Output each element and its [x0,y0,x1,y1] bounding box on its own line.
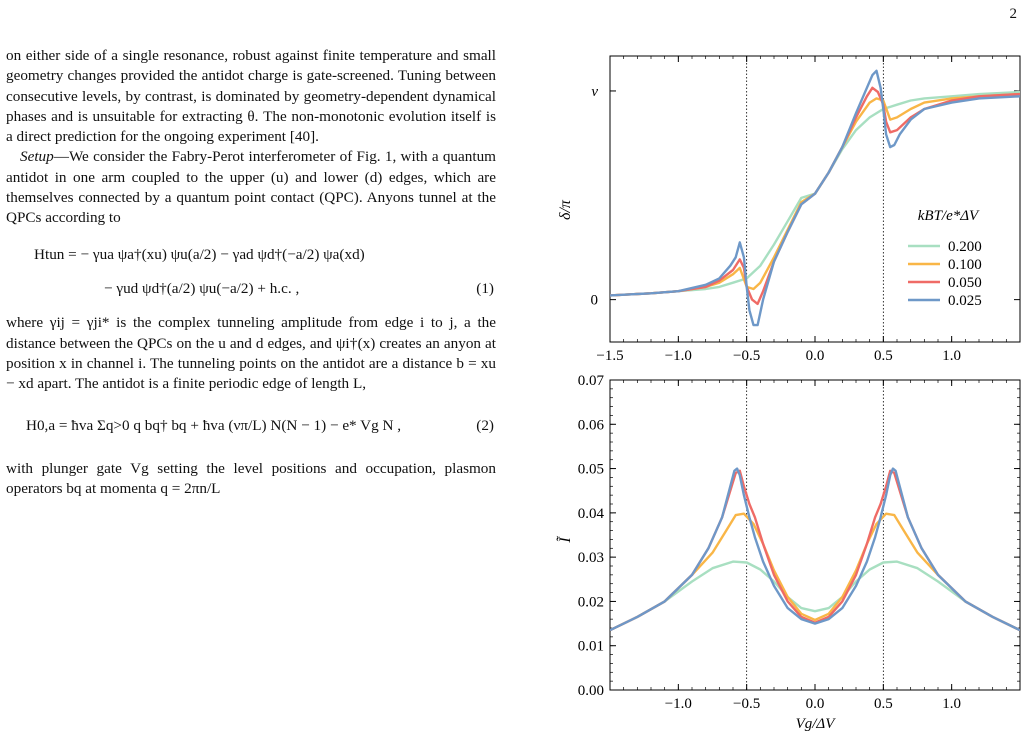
bottom-ytick-label-7: 0.07 [578,373,605,389]
legend-label-0.025: 0.025 [948,293,982,309]
bottom-panel: Ĩ Vg/ΔV −1.0 −0.5 0.0 0.5 1.0 0.00 0.01 0.02 0.0… [556,373,1021,732]
top-panel: δ/π kBT/e*ΔV −1.5 −1.0 −0.5 0.0 0.5 1.0 0 ν 0.20… [557,55,1021,364]
legend-label-0.100: 0.100 [948,257,982,273]
legend-label-0.050: 0.050 [948,275,982,291]
top-xtick-label-1: −1.0 [665,348,692,364]
bottom-xtick-label-1: −0.5 [733,696,760,712]
bottom-ytick-label-0: 0.00 [578,683,604,699]
figure-panels: δ/π kBT/e*ΔV −1.5 −1.0 −0.5 0.0 0.5 1.0 0 ν 0.20… [556,50,1026,748]
paragraph-plunger: with plunger gate Vg setting the level p… [6,459,496,498]
top-y-axis-label: δ/π [557,199,574,220]
legend-title: kBT/e*ΔV [918,208,980,224]
top-ytick-label-0: 0 [591,293,599,309]
top-xtick-label-0: −1.5 [596,348,623,364]
bottom-ytick-label-6: 0.06 [578,417,605,433]
bottom-x-axis-label: Vg/ΔV [796,716,837,732]
equation-2-number: (2) [476,417,494,435]
setup-label: Setup [20,148,54,166]
bottom-series-0.200 [610,560,1020,632]
bottom-ytick-label-4: 0.04 [578,506,605,522]
paragraph-setup: Setup—We consider the Fabry-Perot interf… [6,147,496,228]
paragraph-intro: on either side of a single resonance, ro… [6,47,496,146]
bottom-xtick-label-0: −1.0 [665,696,692,712]
equation-1: Htun = − γua ψa†(xu) ψu(a/2) − γad ψd†(−… [6,245,496,300]
bottom-series-0.100 [610,512,1020,632]
bottom-panel-frame [609,379,1021,691]
paragraph-tunneling: where γij = γji* is the complex tunnelin… [6,314,496,393]
bottom-y-axis-label: Ĩ [556,536,574,544]
bottom-ytick-label-5: 0.05 [578,462,604,478]
bottom-ytick-label-3: 0.03 [578,550,604,566]
bottom-xtick-label-2: 0.0 [806,696,825,712]
equation-2: H0,a = ħva Σq>0 q bq† bq + ħva (νπ/L) N(… [6,416,496,436]
bottom-xtick-label-4: 1.0 [942,696,961,712]
equation-1-number: (1) [476,279,494,297]
figure-svg: δ/π kBT/e*ΔV −1.5 −1.0 −0.5 0.0 0.5 1.0 0 ν 0.20… [556,55,1021,732]
setup-text: —We consider the Fabry-Perot interferome… [6,148,496,227]
top-xtick-label-4: 0.5 [874,348,893,364]
body-text-column: on either side of a single resonance, ro… [6,46,496,499]
equation-1-line-2: − γud ψd†(a/2) ψu(−a/2) + h.c. , [104,279,300,297]
top-ytick-label-1: ν [591,84,598,100]
equation-2-line: H0,a = ħva Σq>0 q bq† bq + ħva (νπ/L) N(… [26,417,402,435]
bottom-series-0.025 [610,467,1020,632]
top-xtick-label-3: 0.0 [806,348,825,364]
bottom-series-0.050 [610,469,1020,632]
top-series-0.025 [610,69,1020,327]
equation-1-line-1: Htun = − γua ψa†(xu) ψu(a/2) − γad ψd†(−… [34,245,365,263]
page-number: 2 [1009,6,1018,22]
top-xtick-label-2: −0.5 [733,348,760,364]
top-xtick-label-5: 1.0 [942,348,961,364]
bottom-xtick-label-3: 0.5 [874,696,893,712]
bottom-ytick-label-1: 0.01 [578,639,604,655]
legend-label-0.200: 0.200 [948,239,982,255]
bottom-ytick-label-2: 0.02 [578,594,604,610]
